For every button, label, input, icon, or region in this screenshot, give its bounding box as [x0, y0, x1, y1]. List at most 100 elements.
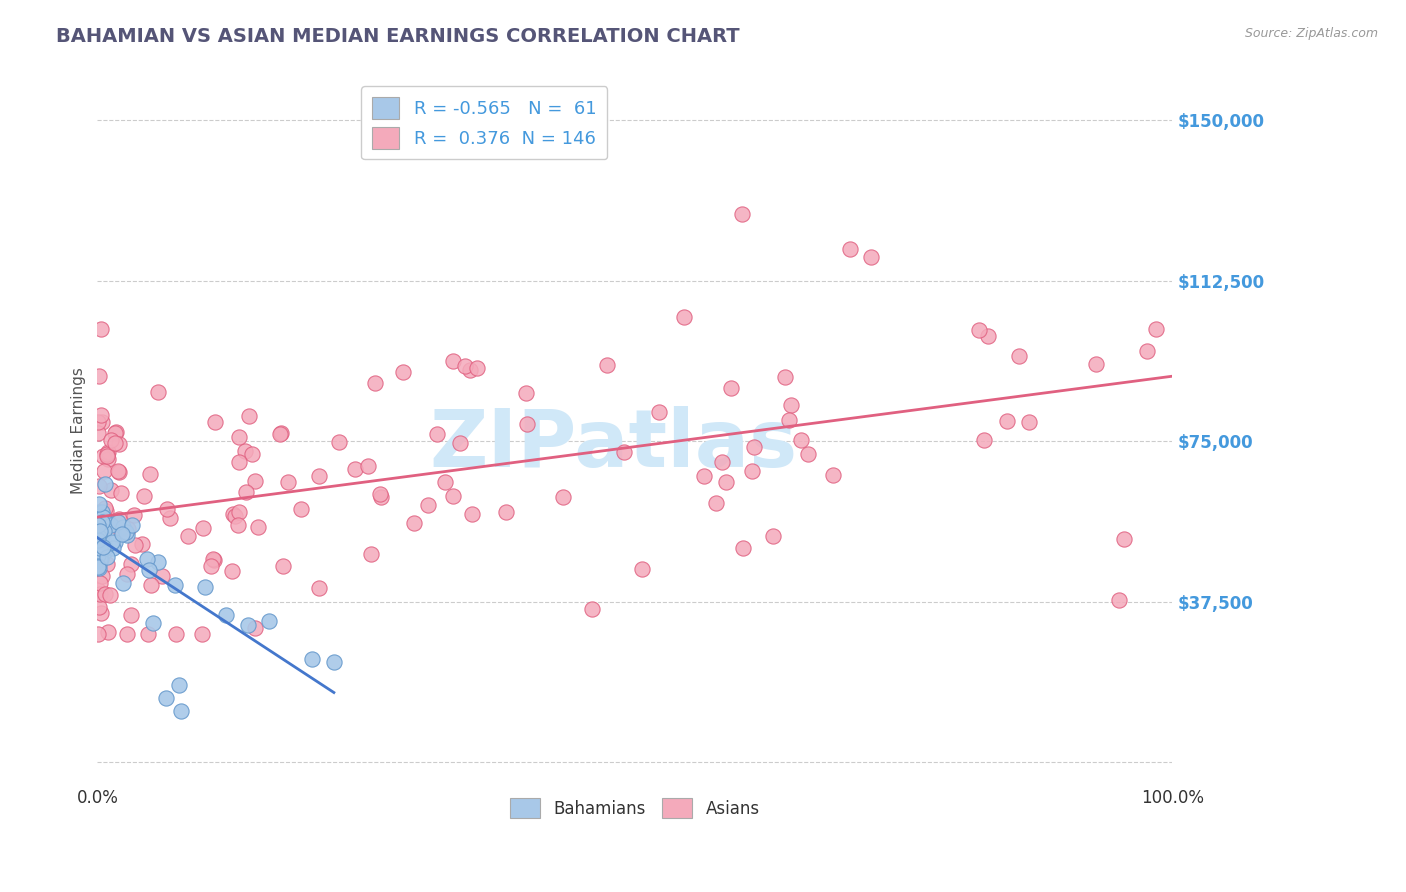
Point [96, 446, 118, 460]
Point [87, 509, 110, 524]
Point [115, 567, 138, 582]
Point [87, 558, 110, 572]
Point [94, 520, 117, 534]
Point [89, 497, 111, 511]
Point [97, 624, 120, 639]
Point [273, 559, 295, 574]
Point [90, 606, 112, 620]
Point [94, 543, 117, 558]
Point [100, 483, 122, 497]
Point [465, 361, 488, 376]
Point [495, 505, 517, 519]
Point [246, 519, 269, 533]
Point [89, 541, 111, 555]
Point [121, 558, 143, 572]
Text: BAHAMIAN VS ASIAN MEDIAN EARNINGS CORRELATION CHART: BAHAMIAN VS ASIAN MEDIAN EARNINGS CORREL… [56, 27, 740, 45]
Point [797, 446, 820, 460]
Point [87, 552, 110, 566]
Point [416, 498, 439, 512]
Point [1114, 533, 1136, 547]
Point [87, 426, 110, 441]
Point [228, 455, 250, 469]
Point [364, 376, 387, 390]
Point [191, 627, 214, 641]
Point [146, 555, 169, 569]
Point [790, 434, 813, 448]
Point [236, 618, 259, 632]
Point [631, 562, 654, 576]
Point [89, 549, 111, 563]
Point [647, 405, 669, 419]
Point [150, 568, 173, 582]
Point [458, 363, 481, 377]
Y-axis label: Median Earnings: Median Earnings [72, 368, 86, 494]
Point [97, 445, 120, 459]
Point [1018, 415, 1040, 429]
Point [138, 563, 160, 577]
Point [94, 515, 117, 529]
Point [328, 434, 350, 449]
Point [860, 250, 883, 264]
Text: Source: ZipAtlas.com: Source: ZipAtlas.com [1244, 27, 1378, 40]
Point [94, 503, 117, 517]
Point [90, 532, 112, 546]
Point [89, 478, 111, 492]
Point [780, 398, 803, 412]
Point [93, 535, 115, 549]
Point [200, 558, 222, 573]
Point [370, 487, 392, 501]
Point [90, 409, 112, 423]
Point [87, 561, 110, 575]
Point [357, 458, 380, 473]
Point [322, 656, 344, 670]
Point [441, 353, 464, 368]
Point [89, 528, 111, 542]
Point [87, 515, 110, 529]
Point [115, 524, 138, 539]
Point [89, 542, 111, 557]
Point [243, 621, 266, 635]
Point [89, 576, 111, 591]
Point [97, 452, 120, 467]
Point [995, 414, 1018, 428]
Point [115, 627, 138, 641]
Point [104, 425, 127, 440]
Point [370, 490, 392, 504]
Point [156, 501, 179, 516]
Point [87, 530, 110, 544]
Point [155, 691, 177, 706]
Point [90, 415, 112, 429]
Point [94, 477, 117, 491]
Point [204, 416, 226, 430]
Point [89, 524, 111, 538]
Point [138, 627, 160, 641]
Point [94, 501, 117, 516]
Point [91, 515, 114, 529]
Point [823, 467, 845, 482]
Point [711, 455, 734, 469]
Point [134, 489, 156, 503]
Point [101, 541, 124, 555]
Point [131, 537, 153, 551]
Point [1084, 357, 1107, 371]
Point [515, 385, 537, 400]
Point [90, 513, 112, 527]
Point [301, 651, 323, 665]
Point [1144, 322, 1167, 336]
Point [720, 381, 742, 395]
Point [93, 524, 115, 538]
Point [107, 515, 129, 529]
Point [141, 577, 163, 591]
Point [706, 496, 728, 510]
Point [228, 430, 250, 444]
Point [402, 516, 425, 531]
Point [426, 426, 449, 441]
Point [308, 581, 330, 595]
Point [87, 368, 110, 383]
Point [96, 557, 118, 571]
Point [731, 207, 754, 221]
Point [434, 475, 457, 490]
Point [673, 310, 696, 325]
Point [91, 540, 114, 554]
Point [91, 510, 114, 524]
